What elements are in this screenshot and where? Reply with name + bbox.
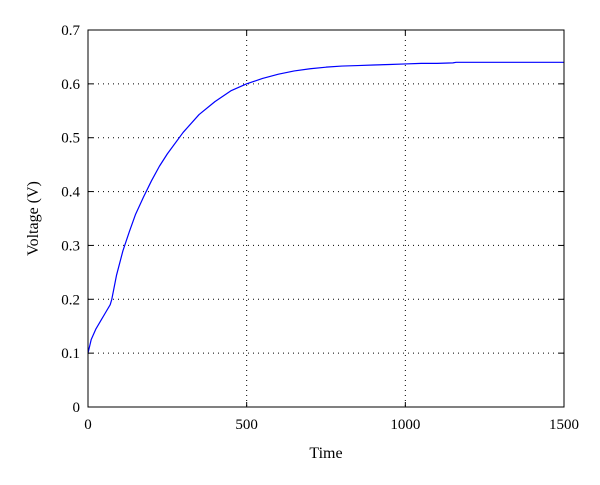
y-axis-title: Voltage (V) bbox=[25, 181, 42, 256]
x-tick-label: 500 bbox=[235, 417, 258, 433]
x-tick-labels: 0 500 1000 1500 bbox=[84, 417, 579, 433]
y-tick-label: 0.7 bbox=[61, 23, 80, 39]
x-tick-label: 1500 bbox=[549, 417, 579, 433]
y-tick-label: 0.2 bbox=[61, 292, 80, 308]
y-tick-label: 0.1 bbox=[61, 346, 80, 362]
y-tick-labels: 0 0.1 0.2 0.3 0.4 0.5 0.6 0.7 bbox=[61, 23, 80, 416]
x-axis-title: Time bbox=[309, 445, 342, 462]
y-tick-label: 0.5 bbox=[61, 131, 80, 147]
y-tick-label: 0.3 bbox=[61, 238, 80, 254]
y-tick-label: 0.4 bbox=[61, 185, 80, 201]
y-tick-label: 0.6 bbox=[61, 77, 80, 93]
y-tick-label: 0 bbox=[73, 400, 81, 416]
series-line-1 bbox=[87, 61, 564, 354]
series-layer bbox=[87, 61, 564, 354]
x-tick-label: 0 bbox=[84, 417, 92, 433]
plot-frame bbox=[87, 29, 565, 408]
x-tick-label: 1000 bbox=[390, 417, 420, 433]
ticks bbox=[87, 29, 565, 408]
plot-area bbox=[88, 30, 564, 407]
